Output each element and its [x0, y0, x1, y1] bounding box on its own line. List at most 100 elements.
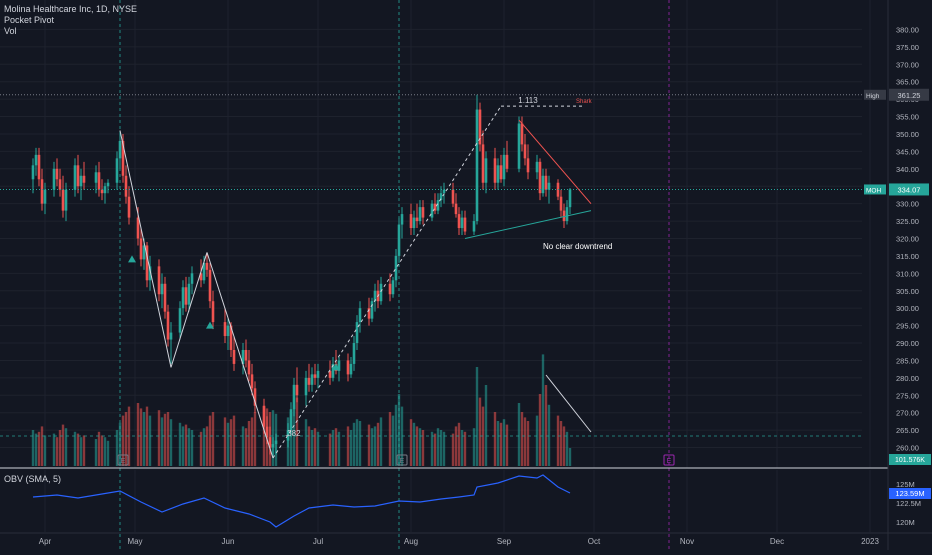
- volume-bar: [559, 421, 563, 466]
- price-tick-label: 375.00: [896, 43, 919, 52]
- volume-bar: [349, 430, 353, 466]
- price-tick-label: 300.00: [896, 304, 919, 313]
- high-price-label: High: [866, 93, 880, 100]
- candle-body: [400, 214, 404, 225]
- candle-body: [52, 168, 56, 190]
- candle-body: [199, 273, 203, 281]
- candle-body: [355, 322, 359, 344]
- earnings-marker: [117, 454, 129, 466]
- candle-body: [463, 217, 467, 232]
- candle-body: [178, 308, 182, 333]
- pattern-line: [206, 252, 274, 459]
- candle-body: [31, 165, 35, 180]
- volume-bar: [499, 422, 503, 466]
- volume-bar: [481, 406, 485, 466]
- volume-bar: [34, 433, 38, 466]
- candle-body: [352, 343, 356, 364]
- volume-bar: [358, 421, 362, 466]
- volume-bar: [205, 426, 209, 466]
- candle-body: [40, 179, 44, 204]
- fib-ratio-label: .382: [285, 429, 301, 438]
- volume-bar: [565, 431, 569, 466]
- price-tick-label: 315.00: [896, 252, 919, 261]
- symbol-title[interactable]: Molina Healthcare Inc, 1D, NYSE: [4, 4, 138, 14]
- candle-body: [160, 283, 164, 295]
- volume-bar: [454, 426, 458, 466]
- volume-bar: [409, 419, 413, 466]
- volume-indicator[interactable]: Vol: [4, 26, 17, 36]
- volume-bar: [517, 403, 521, 466]
- volume-bar: [181, 426, 185, 466]
- candle-body: [163, 283, 167, 312]
- candle-body: [37, 154, 41, 180]
- candle-body: [526, 158, 530, 173]
- candle-body: [190, 273, 194, 284]
- candle-body: [139, 238, 143, 260]
- volume-bar: [430, 431, 434, 466]
- volume-bar: [76, 433, 80, 466]
- volume-bar: [289, 412, 293, 466]
- candle-body: [118, 140, 122, 159]
- volume-bar: [457, 422, 461, 466]
- volume-bar: [118, 422, 122, 466]
- obv-legend[interactable]: OBV (SMA, 5): [4, 474, 62, 484]
- volume-bar: [520, 412, 524, 466]
- volume-bar: [535, 415, 539, 466]
- axis-layer: 380.00375.00370.00365.00360.00355.00350.…: [0, 25, 932, 546]
- candle-body: [136, 217, 140, 239]
- volume-bar: [58, 430, 62, 466]
- price-tick-label: 275.00: [896, 391, 919, 400]
- pattern-dashed-line: [272, 105, 502, 459]
- candle-body: [265, 426, 269, 438]
- volume-bar: [61, 424, 65, 466]
- volume-bar: [79, 437, 83, 466]
- candle-body: [232, 349, 236, 364]
- volume-bar: [199, 431, 203, 466]
- candle-body: [499, 165, 503, 180]
- earnings-marker-label: E: [121, 458, 126, 465]
- time-axis-label: Sep: [497, 537, 512, 546]
- candle-body: [100, 189, 104, 194]
- candle-body: [145, 245, 149, 281]
- candle-body: [418, 207, 422, 222]
- candle-body: [346, 360, 350, 375]
- time-axis-label: Apr: [39, 537, 52, 546]
- volume-bar: [496, 421, 500, 466]
- time-axis-label: Jul: [313, 537, 323, 546]
- candle-body: [523, 144, 527, 159]
- obv-tick-label: 122.5M: [896, 499, 921, 508]
- volume-bar: [334, 428, 338, 466]
- candle-body: [223, 322, 227, 337]
- candle-body: [562, 210, 566, 222]
- volume-bar: [418, 428, 422, 466]
- volume-bar: [412, 422, 416, 466]
- candle-body: [271, 444, 275, 448]
- candle-body: [568, 189, 572, 208]
- candle-body: [55, 168, 59, 180]
- volume-bar: [328, 433, 332, 466]
- volume-bar: [232, 415, 236, 466]
- volume-bar: [103, 437, 107, 466]
- volume-bar: [148, 415, 152, 466]
- candle-body: [274, 440, 278, 445]
- candle-body: [202, 262, 206, 281]
- candle-body: [79, 175, 83, 187]
- candle-body: [367, 308, 371, 319]
- earnings-marker-label: E: [400, 458, 405, 465]
- candle-body: [373, 290, 377, 302]
- pocket-pivot-indicator[interactable]: Pocket Pivot: [4, 15, 55, 25]
- candle-body: [64, 189, 68, 211]
- volume-bar: [415, 426, 419, 466]
- volume-bar: [202, 428, 206, 466]
- volume-bar: [106, 440, 110, 466]
- candle-body: [250, 374, 254, 389]
- volume-bar: [451, 433, 455, 466]
- volume-bar: [310, 430, 314, 466]
- candle-body: [181, 287, 185, 309]
- volume-bar: [439, 430, 443, 466]
- volume-bar: [136, 403, 140, 466]
- time-axis-label: Nov: [680, 537, 694, 546]
- candle-body: [481, 144, 485, 183]
